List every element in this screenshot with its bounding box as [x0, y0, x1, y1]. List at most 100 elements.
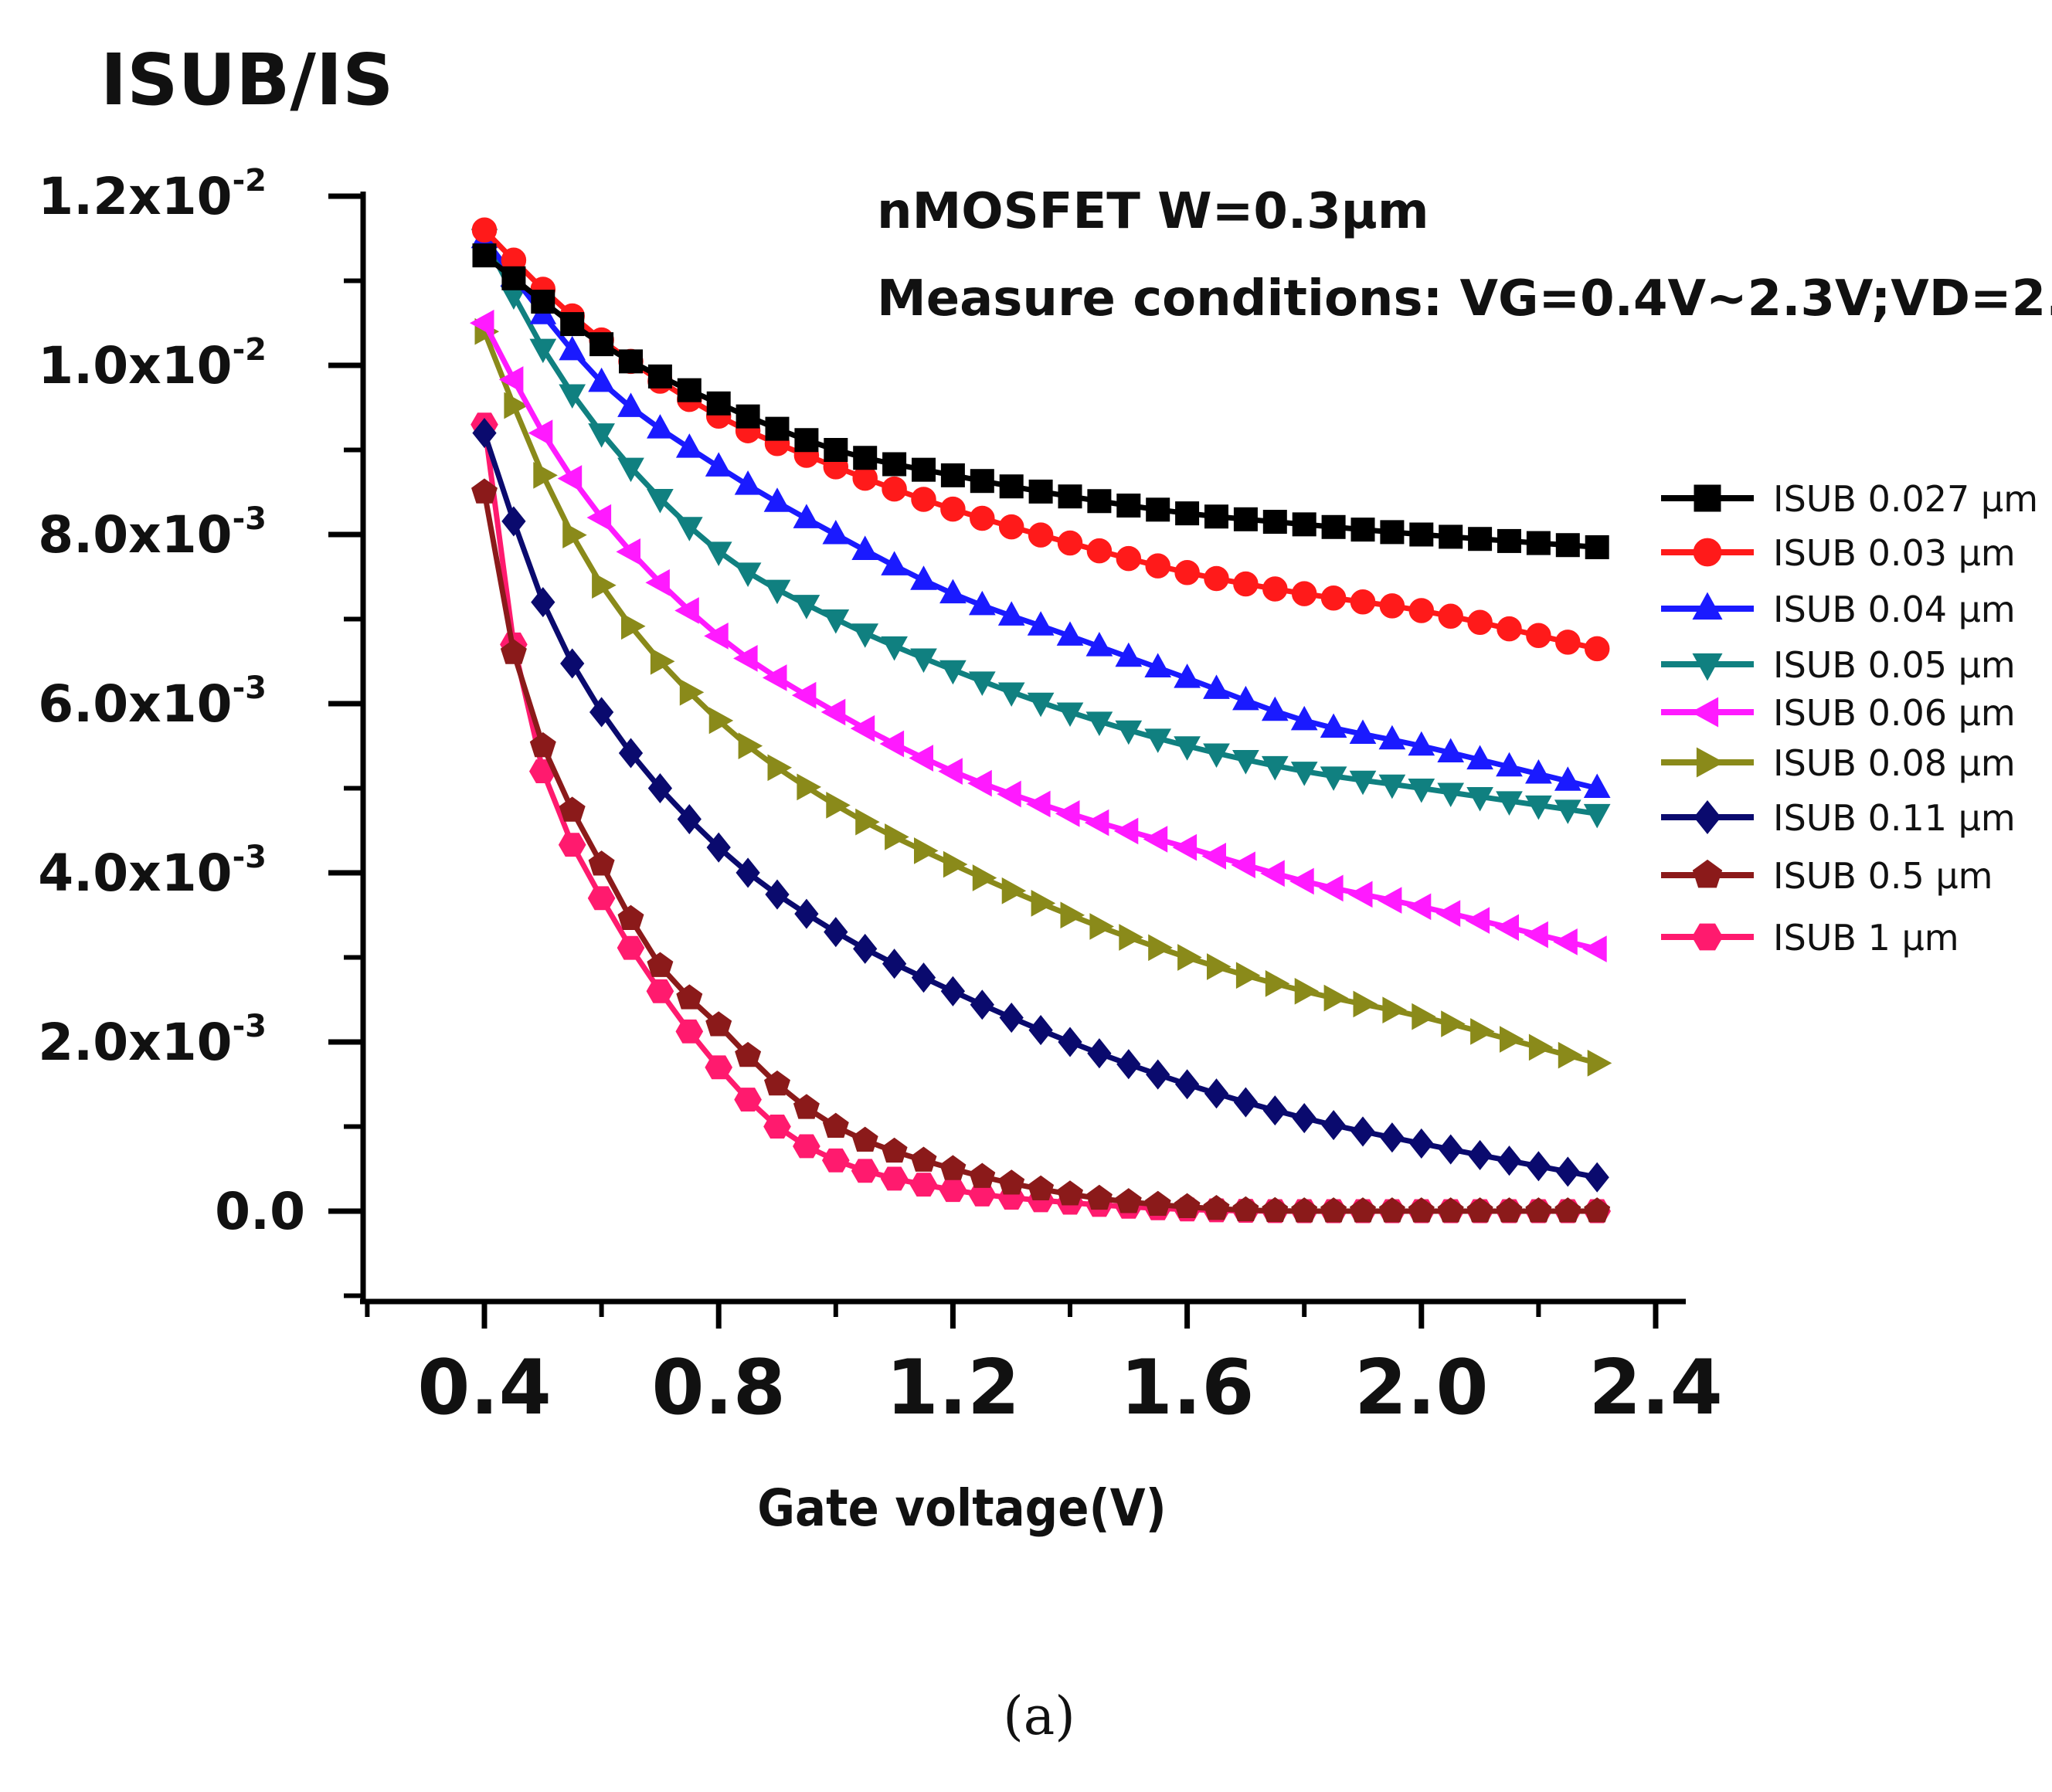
data-point: [734, 470, 762, 495]
data-point: [1115, 642, 1143, 667]
data-point: [1555, 533, 1580, 558]
data-point: [999, 474, 1024, 499]
data-point: [1290, 762, 1318, 786]
data-point: [1408, 779, 1435, 803]
x-tick-label: 0.4: [417, 1344, 552, 1432]
data-point: [592, 572, 617, 599]
data-point: [1437, 782, 1465, 808]
legend-label: ISUB 0.06 µm: [1773, 692, 2016, 734]
data-point: [1412, 1003, 1436, 1030]
legend-swatch-marker: [1693, 538, 1722, 567]
data-point: [1500, 1026, 1524, 1053]
legend-entry: ISUB 0.05 µm: [1661, 644, 2016, 686]
data-point: [1583, 773, 1611, 798]
legend-swatch-marker: [1691, 923, 1724, 951]
data-point: [1291, 1197, 1318, 1223]
data-point: [675, 517, 703, 541]
data-point: [1406, 893, 1432, 921]
legend-label: ISUB 0.08 µm: [1773, 742, 2016, 784]
data-point: [881, 636, 908, 661]
data-point: [824, 917, 848, 948]
data-point: [1001, 877, 1027, 904]
y-tick-exponent: -3: [233, 1009, 267, 1044]
data-point: [1437, 738, 1465, 763]
data-point: [674, 597, 699, 624]
data-point: [939, 579, 967, 604]
data-point: [1116, 545, 1142, 572]
data-point: [850, 714, 875, 742]
data-point: [1320, 713, 1347, 738]
data-point: [997, 682, 1025, 707]
data-point: [1377, 887, 1402, 914]
data-point: [500, 639, 527, 664]
data-point: [1467, 1139, 1493, 1170]
data-point: [647, 952, 674, 977]
data-point: [1031, 890, 1056, 917]
data-point: [533, 462, 558, 489]
data-point: [1466, 786, 1493, 812]
data-point: [1115, 1188, 1142, 1213]
data-point: [677, 803, 702, 835]
data-point: [1320, 766, 1347, 791]
data-point: [1526, 623, 1551, 649]
series: [472, 418, 1609, 1193]
legend: ISUB 0.027 µm ISUB 0.03 µm ISUB 0.04 µm ISU…: [1661, 478, 2038, 959]
data-point: [1172, 833, 1198, 861]
data-point: [1319, 874, 1344, 902]
data-point: [621, 613, 646, 640]
data-point: [1174, 560, 1200, 585]
data-point: [1582, 935, 1607, 962]
data-point: [1116, 1049, 1141, 1080]
data-point: [1466, 1197, 1493, 1223]
data-point: [705, 452, 732, 477]
data-point: [1294, 977, 1320, 1005]
data-point: [939, 1178, 967, 1203]
data-point: [1056, 621, 1084, 646]
data-point: [705, 1055, 733, 1080]
data-point: [1350, 518, 1375, 542]
data-point: [617, 935, 645, 960]
y-tick-label: 1.0x10-2: [38, 332, 267, 395]
data-point: [504, 392, 528, 419]
data-point: [1145, 553, 1170, 579]
data-point: [1084, 809, 1109, 837]
data-point: [822, 1112, 849, 1138]
data-point: [559, 335, 586, 361]
annotation-device: nMOSFET W=0.3µm: [877, 183, 1429, 240]
legend-entry: ISUB 0.06 µm: [1661, 692, 2016, 734]
data-point: [588, 367, 615, 392]
data-point: [1201, 843, 1226, 870]
data-point: [968, 590, 996, 616]
data-point: [1496, 791, 1523, 816]
data-point: [529, 731, 556, 758]
data-point: [675, 433, 703, 458]
data-point: [1028, 522, 1054, 548]
data-point: [1085, 1184, 1113, 1210]
data-point: [706, 391, 731, 416]
data-point: [705, 541, 732, 566]
data-point: [1409, 522, 1434, 547]
data-point: [1320, 1197, 1347, 1223]
data-point: [1144, 728, 1172, 753]
series: [471, 478, 1611, 1223]
y-tick-mantissa: 1.0x10: [38, 336, 232, 395]
data-point: [558, 833, 586, 857]
data-point: [1380, 520, 1405, 545]
data-point: [588, 850, 615, 876]
data-point: [472, 418, 497, 449]
data-point: [1468, 527, 1493, 552]
y-tick-mantissa: 6.0x10: [38, 674, 232, 734]
data-point: [1174, 736, 1201, 761]
data-point: [1148, 934, 1173, 962]
data-point: [765, 416, 790, 441]
legend-swatch-marker: [1692, 592, 1723, 620]
data-point: [1585, 1162, 1609, 1193]
data-point: [1204, 504, 1228, 529]
data-point: [881, 1137, 908, 1163]
data-point: [1349, 719, 1377, 744]
legend-label: ISUB 0.04 µm: [1773, 589, 2016, 630]
data-point: [1379, 593, 1405, 619]
data-point: [1496, 1197, 1523, 1223]
legend-entry: ISUB 0.04 µm: [1661, 589, 2016, 630]
